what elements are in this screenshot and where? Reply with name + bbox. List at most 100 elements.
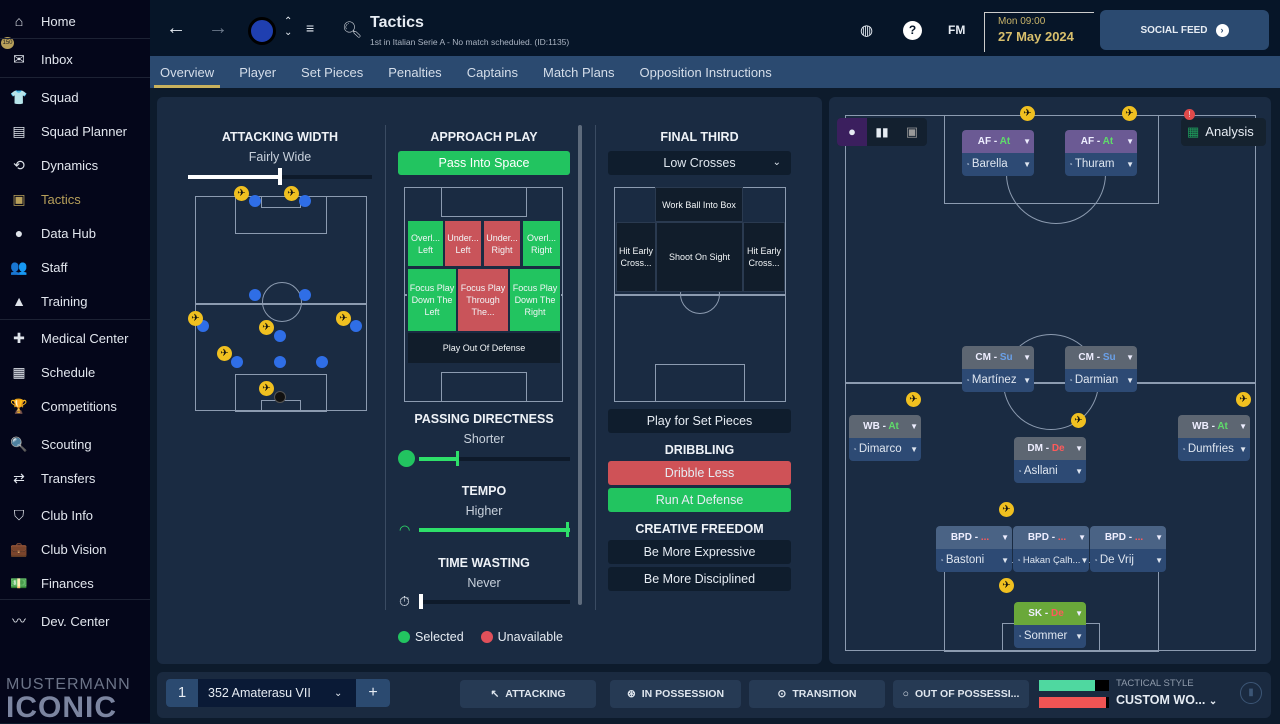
player-card[interactable]: WB - At ▼ ◔ Dumfries ▼ <box>1178 415 1250 461</box>
tab-match-plans[interactable]: Match Plans <box>543 65 615 80</box>
player-select[interactable]: ◔ Dumfries ▼ <box>1178 438 1250 461</box>
club-switch-icon[interactable]: ⌃ ⌄ <box>284 16 293 38</box>
role-dropdown[interactable]: AF - At ▼ <box>962 130 1034 153</box>
tab-player[interactable]: Player <box>239 65 277 80</box>
role-dropdown[interactable]: CM - Su ▼ <box>962 346 1034 369</box>
help-icon[interactable]: ? <box>903 21 922 40</box>
role-dropdown[interactable]: BPD - ... ▼ <box>936 526 1012 549</box>
role-dropdown[interactable]: WB - At ▼ <box>849 415 921 438</box>
approach-zone[interactable]: Play Out Of Defense <box>407 332 561 364</box>
player-select[interactable]: ◔ Asllani ▼ <box>1014 460 1086 483</box>
role-dropdown[interactable]: SK - De ▼ <box>1014 602 1086 625</box>
tactic-selector[interactable]: 1 352 Amaterasu VII ⌄ + <box>166 679 390 707</box>
tactical-style-dropdown[interactable]: CUSTOM WO... ⌄ <box>1116 692 1217 710</box>
stats-view-icon[interactable]: ▮▮ <box>875 125 889 139</box>
play-for-set-pieces-button[interactable]: Play for Set Pieces <box>608 409 791 433</box>
sidebar-item-inbox[interactable]: ✉ Inbox 150 <box>0 37 150 74</box>
passing-directness-slider[interactable] <box>419 457 570 461</box>
sidebar-item-club-vision[interactable]: 💼 Club Vision <box>0 534 150 564</box>
player-card[interactable]: SK - De ▼ ◔ Sommer ▼ <box>1014 602 1086 648</box>
approach-zone[interactable]: Under... Left <box>444 220 482 267</box>
player-card[interactable]: BPD - ... ▼ ◔ De Vrij ▼ <box>1090 526 1166 572</box>
player-select[interactable]: ◔ Darmian ▼ <box>1065 369 1137 392</box>
back-icon[interactable]: ← <box>166 17 186 39</box>
menu-icon[interactable]: ≡ <box>306 20 315 36</box>
sidebar-item-dev-center[interactable]: 〰 Dev. Center <box>0 606 150 636</box>
role-dropdown[interactable]: DM - De ▼ <box>1014 437 1086 460</box>
sidebar-item-squad-planner[interactable]: ▤ Squad Planner <box>0 116 150 146</box>
sidebar-item-squad[interactable]: 👕 Squad <box>0 82 150 112</box>
be-more-expressive-button[interactable]: Be More Expressive <box>608 540 791 564</box>
dribble-less-button[interactable]: Dribble Less <box>608 461 791 485</box>
tab-opposition-instructions[interactable]: Opposition Instructions <box>639 65 772 80</box>
final-third-zone[interactable]: Hit Early Cross... <box>743 222 785 292</box>
role-dropdown[interactable]: CM - Su ▼ <box>1065 346 1137 369</box>
player-card[interactable]: CM - Su ▼ ◔ Darmian ▼ <box>1065 346 1137 392</box>
stats-icon[interactable]: ▮ <box>1240 682 1262 704</box>
player-card[interactable]: WB - At ▼ ◔ Dimarco ▼ <box>849 415 921 461</box>
role-dropdown[interactable]: AF - At ▼ <box>1065 130 1137 153</box>
fm-logo[interactable]: FM <box>948 23 966 37</box>
player-select[interactable]: ◔ Martínez ▼ <box>962 369 1034 392</box>
player-select[interactable]: ◔ Bastoni ▼ <box>936 549 1012 572</box>
tab-penalties[interactable]: Penalties <box>388 65 442 80</box>
player-view-icon[interactable]: ● <box>837 118 867 146</box>
player-select[interactable]: ◔ Thuram ▼ <box>1065 153 1137 176</box>
approach-zone[interactable]: Overl... Right <box>522 220 561 267</box>
sidebar-item-data-hub[interactable]: ● Data Hub <box>0 218 150 248</box>
sidebar-item-club-info[interactable]: ⛉ Club Info <box>0 500 150 530</box>
player-card[interactable]: BPD - ... ▼ ◔ Bastoni ▼ <box>936 526 1012 572</box>
slider-handle[interactable] <box>419 594 423 609</box>
player-card[interactable]: CM - Su ▼ ◔ Martínez ▼ <box>962 346 1034 392</box>
out-of-possession-button[interactable]: ○ OUT OF POSSESSI... <box>893 680 1029 708</box>
in-possession-button[interactable]: ⊛ IN POSSESSION <box>610 680 741 708</box>
role-dropdown[interactable]: BPD - ... ▼ <box>1090 526 1166 549</box>
player-select[interactable]: ◔ Dimarco ▼ <box>849 438 921 461</box>
social-feed-button[interactable]: SOCIAL FEED › <box>1100 10 1269 50</box>
player-select[interactable]: ◔ De Vrij ▼ <box>1090 549 1166 572</box>
sidebar-item-competitions[interactable]: 🏆 Competitions <box>0 391 150 421</box>
tab-overview[interactable]: Overview <box>152 56 222 88</box>
player-card[interactable]: BPD - ... ▼ ◔ Hakan Çalh... ▼ <box>1013 526 1089 572</box>
sidebar-item-dynamics[interactable]: ⟲ Dynamics <box>0 150 150 180</box>
approach-zone[interactable]: Under... Right <box>483 220 521 267</box>
player-card[interactable]: DM - De ▼ ◔ Asllani ▼ <box>1014 437 1086 483</box>
run-at-defense-button[interactable]: Run At Defense <box>608 488 791 512</box>
final-third-zone[interactable]: Shoot On Sight <box>656 222 743 292</box>
player-card[interactable]: AF - At ▼ ◔ Thuram ▼ <box>1065 130 1137 176</box>
forward-icon[interactable]: → <box>208 17 228 39</box>
player-select[interactable]: ◔ Sommer ▼ <box>1014 625 1086 648</box>
final-third-zone[interactable]: Hit Early Cross... <box>616 222 656 292</box>
tactics-view-icon[interactable]: ▣ <box>905 124 919 139</box>
approach-zone[interactable]: Focus Play Down The Right <box>509 268 561 332</box>
role-dropdown[interactable]: BPD - ... ▼ <box>1013 526 1089 549</box>
approach-zone[interactable]: Focus Play Down The Left <box>407 268 457 332</box>
sidebar-item-finances[interactable]: 💵 Finances <box>0 568 150 598</box>
attacking-button[interactable]: ↖ ATTACKING <box>460 680 596 708</box>
slider-handle[interactable] <box>278 168 282 185</box>
role-dropdown[interactable]: WB - At ▼ <box>1178 415 1250 438</box>
sidebar-item-medical-center[interactable]: ✚ Medical Center <box>0 323 150 353</box>
tempo-slider[interactable] <box>419 528 570 532</box>
time-wasting-slider[interactable] <box>419 600 570 604</box>
analysis-button[interactable]: ▦ Analysis ! <box>1181 109 1266 146</box>
sidebar-item-tactics[interactable]: ▣ Tactics <box>0 184 150 214</box>
scrollbar[interactable] <box>578 125 582 605</box>
sidebar-item-scouting[interactable]: 🔍 Scouting <box>0 429 150 459</box>
final-third-zone[interactable]: Work Ball Into Box <box>655 187 743 222</box>
sidebar-item-schedule[interactable]: ▦ Schedule <box>0 357 150 387</box>
tab-set-pieces[interactable]: Set Pieces <box>301 65 364 80</box>
pass-into-space-button[interactable]: Pass Into Space <box>398 151 570 175</box>
sidebar-item-staff[interactable]: 👥 Staff <box>0 252 150 282</box>
search-icon[interactable]: 🔍︎ <box>342 22 363 39</box>
player-select[interactable]: ◔ Hakan Çalh... ▼ <box>1013 549 1089 572</box>
sidebar-item-training[interactable]: ▲ Training <box>0 286 150 316</box>
slider-handle[interactable] <box>456 451 459 466</box>
club-badge-icon[interactable] <box>248 17 276 45</box>
tab-captains[interactable]: Captains <box>466 65 518 80</box>
sidebar-item-transfers[interactable]: ⇄ Transfers <box>0 463 150 493</box>
transition-button[interactable]: ⊙ TRANSITION <box>749 680 885 708</box>
globe-icon[interactable]: ◍ <box>860 22 874 39</box>
be-more-disciplined-button[interactable]: Be More Disciplined <box>608 567 791 591</box>
sidebar-item-home[interactable]: ⌂ Home <box>0 6 150 36</box>
